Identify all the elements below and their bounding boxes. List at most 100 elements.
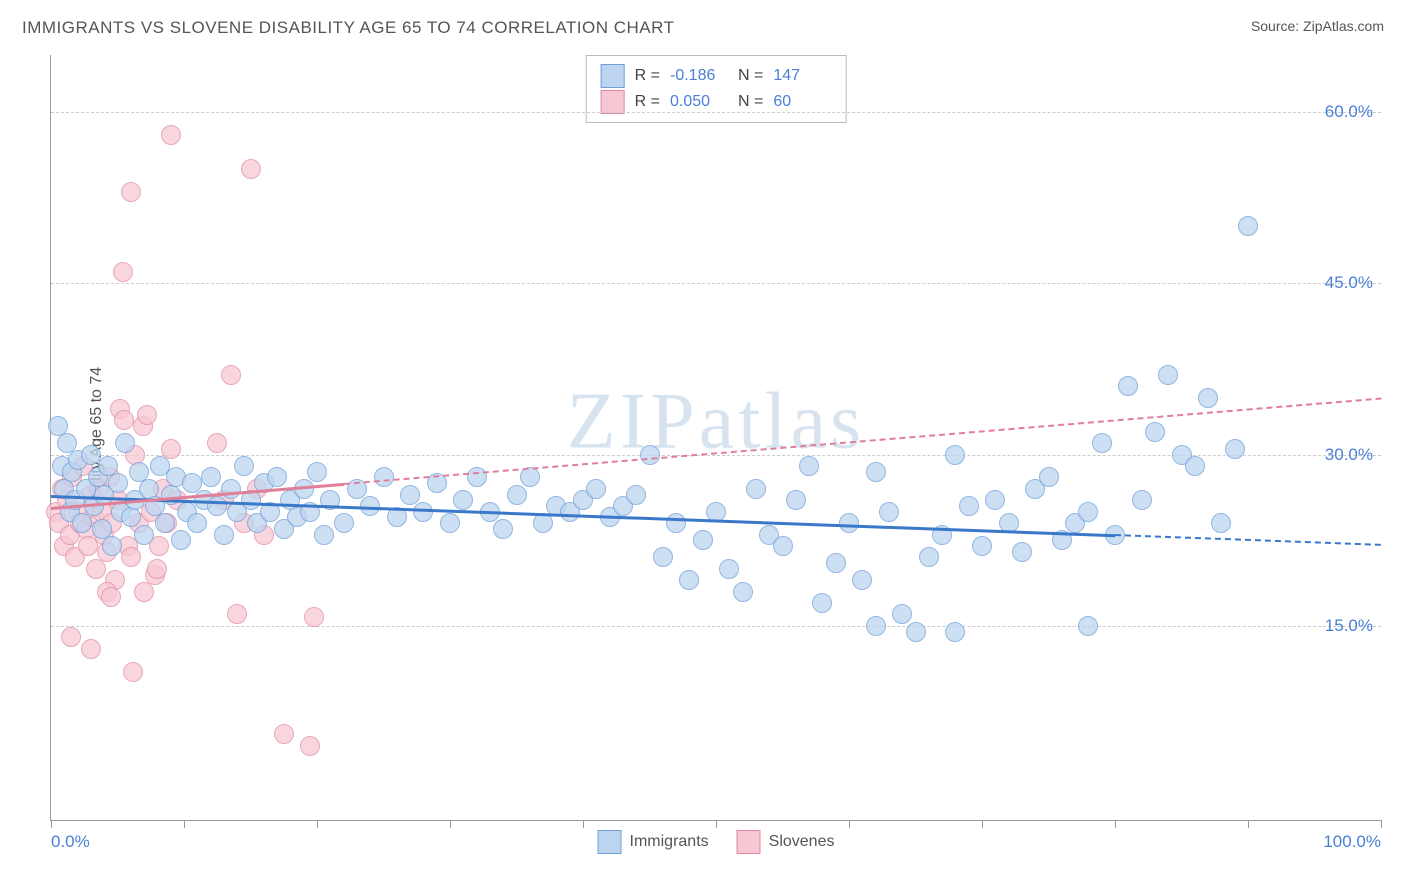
x-tick <box>583 820 584 828</box>
data-point <box>1198 388 1218 408</box>
stats-row: R =0.050N =60 <box>601 90 832 114</box>
data-point <box>123 662 143 682</box>
data-point <box>72 513 92 533</box>
data-point <box>826 553 846 573</box>
y-tick-label: 60.0% <box>1325 102 1373 122</box>
data-point <box>653 547 673 567</box>
gridline <box>51 626 1381 627</box>
data-point <box>171 530 191 550</box>
y-tick-label: 30.0% <box>1325 445 1373 465</box>
data-point <box>866 616 886 636</box>
data-point <box>453 490 473 510</box>
r-value: 0.050 <box>670 93 728 111</box>
data-point <box>86 559 106 579</box>
data-point <box>1092 433 1112 453</box>
data-point <box>114 410 134 430</box>
data-point <box>307 462 327 482</box>
data-point <box>1118 376 1138 396</box>
data-point <box>1078 502 1098 522</box>
legend-label: Slovenes <box>769 833 835 851</box>
data-point <box>879 502 899 522</box>
n-value: 147 <box>773 67 831 85</box>
gridline <box>51 112 1381 113</box>
data-point <box>719 559 739 579</box>
data-point <box>221 365 241 385</box>
x-tick <box>982 820 983 828</box>
data-point <box>1211 513 1231 533</box>
legend-item: Slovenes <box>737 830 835 854</box>
x-tick <box>849 820 850 828</box>
r-value: -0.186 <box>670 67 728 85</box>
data-point <box>945 445 965 465</box>
x-axis-min-label: 0.0% <box>51 832 90 852</box>
data-point <box>1225 439 1245 459</box>
data-point <box>155 513 175 533</box>
x-tick <box>1115 820 1116 828</box>
data-point <box>746 479 766 499</box>
series-legend: Immigrants Slovenes <box>598 830 835 854</box>
n-value: 60 <box>773 93 831 111</box>
data-point <box>113 262 133 282</box>
data-point <box>786 490 806 510</box>
data-point <box>440 513 460 533</box>
r-label: R = <box>635 67 660 85</box>
data-point <box>919 547 939 567</box>
data-point <box>115 433 135 453</box>
source-attribution: Source: ZipAtlas.com <box>1251 18 1384 34</box>
data-point <box>267 467 287 487</box>
x-axis-max-label: 100.0% <box>1323 832 1381 852</box>
data-point <box>866 462 886 482</box>
data-point <box>1132 490 1152 510</box>
legend-swatch <box>601 64 625 88</box>
legend-swatch <box>601 90 625 114</box>
data-point <box>214 525 234 545</box>
data-point <box>1238 216 1258 236</box>
data-point <box>81 639 101 659</box>
data-point <box>693 530 713 550</box>
data-point <box>207 496 227 516</box>
legend-label: Immigrants <box>630 833 709 851</box>
source-prefix: Source: <box>1251 18 1303 34</box>
data-point <box>1158 365 1178 385</box>
data-point <box>959 496 979 516</box>
data-point <box>1145 422 1165 442</box>
data-point <box>121 547 141 567</box>
data-point <box>134 525 154 545</box>
x-tick <box>1381 820 1382 828</box>
y-tick-label: 45.0% <box>1325 273 1373 293</box>
data-point <box>985 490 1005 510</box>
data-point <box>221 479 241 499</box>
legend-swatch <box>737 830 761 854</box>
y-tick-label: 15.0% <box>1325 616 1373 636</box>
data-point <box>520 467 540 487</box>
data-point <box>61 627 81 647</box>
data-point <box>626 485 646 505</box>
data-point <box>121 507 141 527</box>
chart-title: IMMIGRANTS VS SLOVENE DISABILITY AGE 65 … <box>22 18 675 38</box>
data-point <box>121 182 141 202</box>
data-point <box>108 473 128 493</box>
x-tick <box>450 820 451 828</box>
data-point <box>586 479 606 499</box>
data-point <box>945 622 965 642</box>
data-point <box>147 559 167 579</box>
data-point <box>374 467 394 487</box>
data-point <box>666 513 686 533</box>
n-label: N = <box>738 67 763 85</box>
data-point <box>137 405 157 425</box>
source-name: ZipAtlas.com <box>1303 18 1384 34</box>
data-point <box>1012 542 1032 562</box>
legend-swatch <box>598 830 622 854</box>
x-tick <box>184 820 185 828</box>
data-point <box>1039 467 1059 487</box>
data-point <box>493 519 513 539</box>
data-point <box>241 159 261 179</box>
x-tick <box>716 820 717 828</box>
data-point <box>300 736 320 756</box>
data-point <box>334 513 354 533</box>
data-point <box>234 456 254 476</box>
legend-item: Immigrants <box>598 830 709 854</box>
data-point <box>304 607 324 627</box>
stats-row: R = -0.186 N = 147 <box>601 64 832 88</box>
data-point <box>812 593 832 613</box>
